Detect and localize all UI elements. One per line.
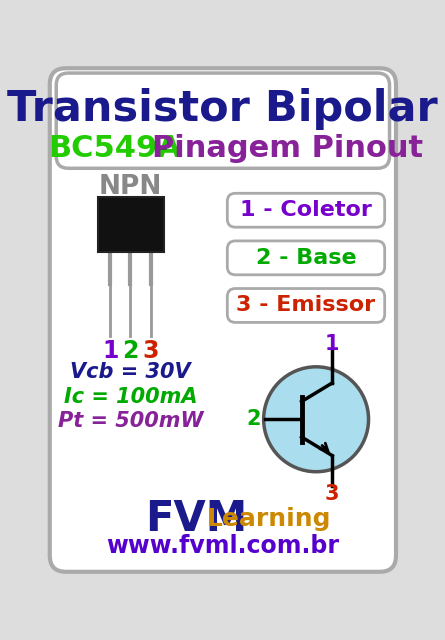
Text: www.fvml.com.br: www.fvml.com.br bbox=[106, 534, 339, 558]
Text: FVM: FVM bbox=[146, 499, 248, 540]
Text: Learning: Learning bbox=[207, 508, 332, 531]
Text: Pinagem Pinout: Pinagem Pinout bbox=[152, 134, 423, 163]
Text: 2 - Base: 2 - Base bbox=[256, 248, 356, 268]
Text: Pt = 500mW: Pt = 500mW bbox=[58, 411, 203, 431]
Text: 2: 2 bbox=[247, 409, 261, 429]
Text: Vcb = 30V: Vcb = 30V bbox=[70, 362, 191, 383]
Text: -: - bbox=[145, 134, 179, 163]
Ellipse shape bbox=[263, 367, 368, 472]
FancyBboxPatch shape bbox=[227, 193, 384, 227]
FancyBboxPatch shape bbox=[50, 68, 396, 572]
Text: Transistor Bipolar: Transistor Bipolar bbox=[7, 88, 438, 129]
Text: NPN: NPN bbox=[99, 174, 162, 200]
Text: 3: 3 bbox=[325, 484, 340, 504]
Text: Ic = 100mA: Ic = 100mA bbox=[64, 387, 197, 406]
Text: 1 - Coletor: 1 - Coletor bbox=[240, 200, 372, 220]
FancyBboxPatch shape bbox=[56, 73, 389, 168]
FancyBboxPatch shape bbox=[227, 241, 384, 275]
FancyBboxPatch shape bbox=[227, 289, 384, 323]
Text: 3: 3 bbox=[142, 339, 159, 363]
Text: 1: 1 bbox=[102, 339, 118, 363]
Text: BC549A: BC549A bbox=[48, 134, 181, 163]
Text: 2: 2 bbox=[122, 339, 139, 363]
Text: 3 - Emissor: 3 - Emissor bbox=[236, 296, 376, 316]
Text: 1: 1 bbox=[325, 334, 340, 354]
FancyBboxPatch shape bbox=[98, 197, 164, 252]
